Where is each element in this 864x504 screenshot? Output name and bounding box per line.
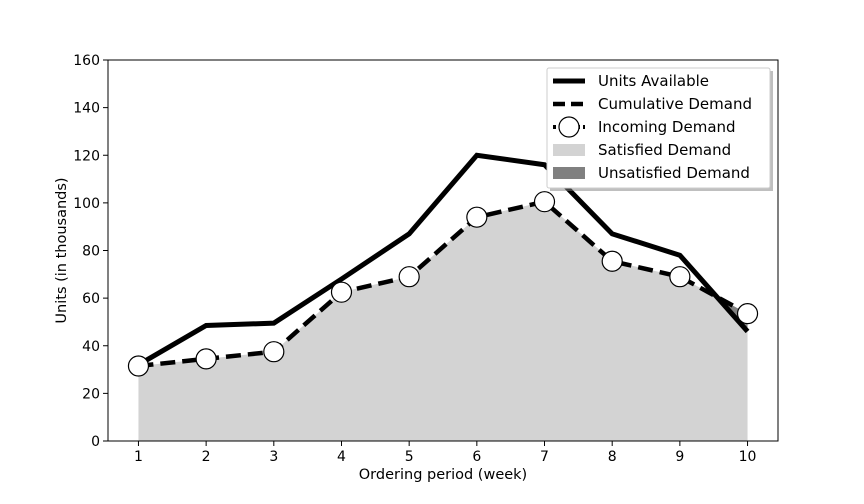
legend-label: Units Available (598, 72, 709, 90)
legend-label: Cumulative Demand (598, 95, 752, 113)
incoming-demand-marker (330, 281, 353, 303)
incoming-demand-marker (601, 250, 623, 272)
legend-swatch-satisfied-demand (553, 144, 585, 156)
marker-layer (127, 191, 759, 377)
legend-swatch-incoming-demand-marker (558, 116, 580, 138)
legend-label: Unsatisfied Demand (598, 164, 750, 182)
y-tick-label: 160 (73, 53, 100, 69)
incoming-demand-marker (736, 303, 759, 325)
x-axis: 1 2 3 4 5 6 7 8 9 10 (134, 441, 756, 465)
incoming-demand-marker (466, 206, 488, 228)
y-tick-label: 40 (82, 339, 100, 355)
y-tick-label: 0 (91, 434, 100, 450)
y-tick-label: 100 (73, 196, 100, 212)
x-tick-label: 9 (675, 449, 684, 465)
y-tick-label: 20 (82, 386, 100, 402)
x-tick-label: 3 (269, 449, 278, 465)
x-tick-label: 7 (540, 449, 549, 465)
y-tick-label: 120 (73, 148, 100, 164)
x-tick-label: 5 (405, 449, 414, 465)
y-tick-label: 140 (73, 101, 100, 117)
x-tick-label: 2 (202, 449, 211, 465)
series-layer (137, 152, 750, 369)
y-axis-label: Units (in thousands) (54, 177, 70, 323)
x-tick-label: 4 (337, 449, 346, 465)
legend-label: Satisfied Demand (598, 141, 731, 159)
area-layer (138, 201, 748, 441)
units-available-line (137, 152, 750, 367)
incoming-demand-marker (398, 266, 420, 288)
x-tick-label: 6 (472, 449, 481, 465)
incoming-demand-marker (533, 191, 556, 213)
x-tick-label: 8 (608, 449, 617, 465)
legend-label: Incoming Demand (598, 118, 736, 136)
cumulative-demand-line (138, 199, 749, 369)
x-axis-label: Ordering period (week) (359, 467, 527, 483)
y-tick-label: 80 (82, 244, 100, 260)
incoming-demand-marker (195, 348, 217, 370)
y-axis: 0 20 40 60 80 100 120 140 160 (73, 53, 108, 450)
x-tick-label: 1 (134, 449, 143, 465)
x-tick-label: 10 (739, 449, 757, 465)
incoming-demand-marker (669, 266, 691, 288)
satisfied-demand-area (138, 201, 748, 441)
incoming-demand-marker (263, 341, 285, 363)
y-tick-label: 60 (82, 291, 100, 307)
legend-swatch-unsatisfied-demand (553, 167, 585, 179)
legend: Units Available Cumulative Demand Incoming… (546, 67, 773, 191)
incoming-demand-marker (127, 355, 150, 377)
